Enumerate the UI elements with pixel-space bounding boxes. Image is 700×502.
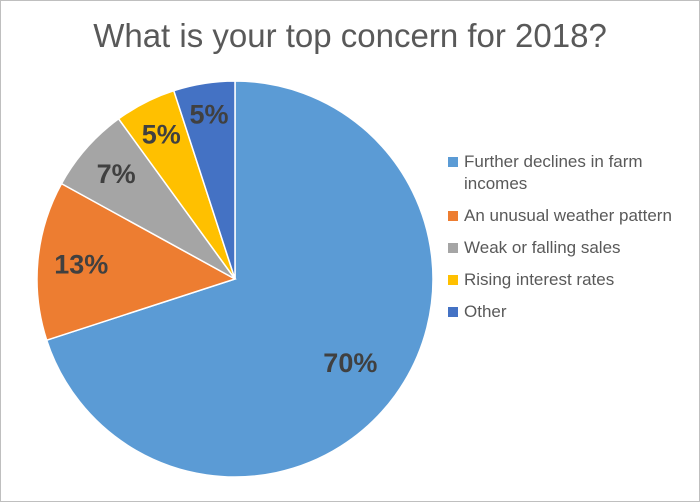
pie-data-label: 5%	[189, 100, 228, 130]
legend-label: Weak or falling sales	[464, 238, 621, 257]
legend-label: Other	[464, 302, 507, 321]
pie-data-label: 5%	[142, 119, 181, 149]
legend-label: An unusual weather pattern	[464, 206, 672, 225]
legend: Further declines in farm incomes An unus…	[448, 151, 693, 333]
pie-slice	[36, 182, 237, 342]
legend-item: Weak or falling sales	[448, 237, 693, 259]
legend-item: Rising interest rates	[448, 269, 693, 291]
legend-item: An unusual weather pattern	[448, 205, 693, 227]
legend-label: Further declines in farm incomes	[464, 152, 643, 193]
legend-swatch	[448, 243, 458, 253]
pie-slices	[36, 80, 434, 478]
pie-data-labels: 70%13%7%5%5%	[54, 100, 377, 378]
pie-data-label: 13%	[54, 249, 108, 279]
legend-swatch	[448, 307, 458, 317]
legend-swatch	[448, 211, 458, 221]
pie-data-label: 70%	[323, 348, 377, 378]
legend-item: Further declines in farm incomes	[448, 151, 693, 195]
pie-data-label: 7%	[97, 159, 136, 189]
legend-swatch	[448, 157, 458, 167]
chart-title: What is your top concern for 2018?	[93, 17, 607, 54]
pie-slice	[45, 80, 434, 478]
legend-item: Other	[448, 301, 693, 323]
pie-slice	[172, 80, 236, 280]
legend-swatch	[448, 275, 458, 285]
legend-label: Rising interest rates	[464, 270, 615, 289]
